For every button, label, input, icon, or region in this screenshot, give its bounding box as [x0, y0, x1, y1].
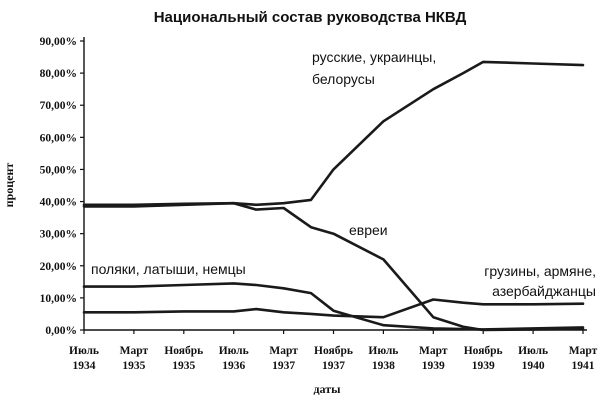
- y-tick-label: 80,00%: [40, 68, 77, 80]
- x-tick-label: Ноябрь 1935: [164, 345, 203, 372]
- x-tick-label: Март 1937: [269, 345, 298, 372]
- x-tick-label: Июль 1936: [219, 345, 249, 372]
- x-tick-label: Март 1941: [569, 345, 598, 372]
- y-tick-label: 40,00%: [40, 197, 77, 209]
- series-annotation-1: евреи: [349, 222, 388, 238]
- x-tick-label: Июль 1938: [368, 345, 398, 372]
- y-tick-label: 10,00%: [40, 293, 77, 305]
- y-tick-label: 90,00%: [40, 36, 77, 48]
- y-tick-label: 60,00%: [40, 132, 77, 144]
- axes: 0,00% 10,00% 20,00% 30,00% 40,00% 50,00% 60,00…: [40, 36, 598, 372]
- y-tick-label: 0,00%: [45, 325, 77, 337]
- y-axis-label: процент: [2, 163, 16, 208]
- y-tick-label: 50,00%: [40, 164, 77, 176]
- series-line-3: [82, 298, 585, 319]
- x-tick-label: Март 1939: [419, 345, 448, 372]
- x-tick-label: Июль 1940: [518, 345, 548, 372]
- series-line-2: [82, 282, 585, 331]
- x-axis-label: даты: [313, 382, 341, 396]
- x-tick-label: Март 1935: [120, 345, 149, 372]
- series-annotation-0: русские, украинцы, белорусы: [312, 49, 436, 87]
- series-annotation-3: грузины, армяне, азербайджанцы: [484, 263, 596, 299]
- series-lines: [82, 60, 585, 332]
- x-tick-label: Июль 1934: [69, 345, 99, 372]
- x-tick-label: Ноябрь 1939: [464, 345, 503, 372]
- x-tick-label: Ноябрь 1937: [314, 345, 353, 372]
- y-tick-label: 20,00%: [40, 261, 77, 273]
- y-tick-label: 30,00%: [40, 229, 77, 241]
- chart-title: Национальный состав руководства НКВД: [154, 9, 467, 26]
- y-tick-label: 70,00%: [40, 100, 77, 112]
- series-annotations: русские, украинцы, белорусы евреи поляки, л…: [91, 49, 596, 299]
- series-annotation-2: поляки, латыши, немцы: [91, 261, 246, 277]
